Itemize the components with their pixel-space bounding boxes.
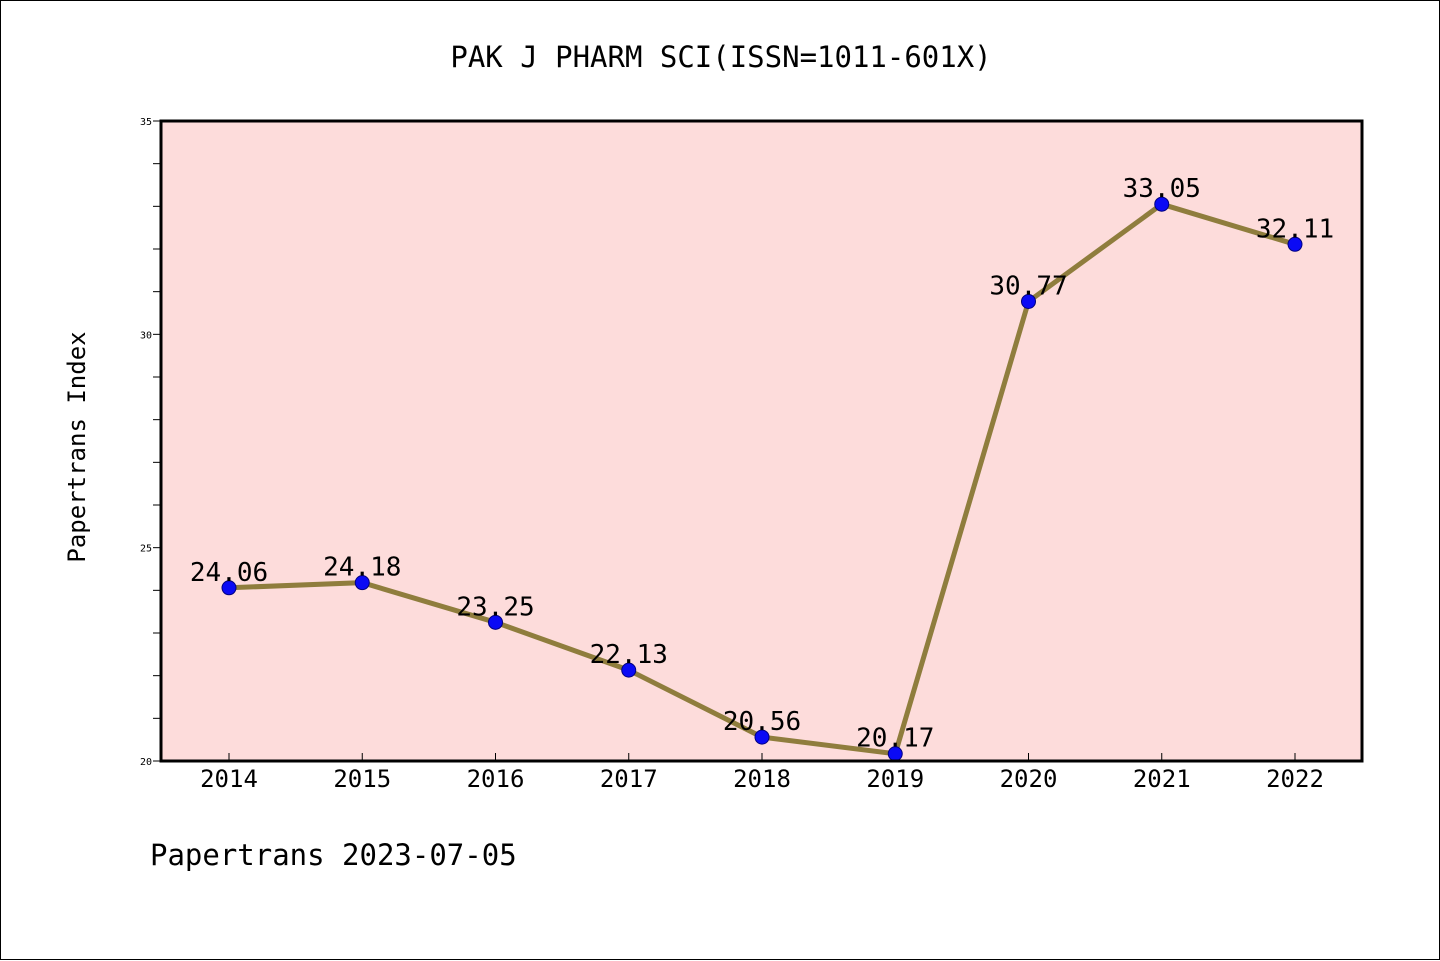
data-label: 24.06 [190,558,268,588]
y-tick-label: 20 [140,757,152,768]
y-axis: 20 25 30 35 [140,117,161,768]
data-point [354,575,370,591]
x-tick-label: 2015 [333,765,391,793]
x-tick-label: 2020 [1000,765,1058,793]
x-tick-label: 2021 [1133,765,1191,793]
data-label: 30.77 [989,271,1067,301]
y-tick-label: 25 [140,544,152,555]
x-tick-label: 2022 [1266,765,1324,793]
data-point [1287,236,1303,252]
data-point [488,614,503,630]
data-label: 24.18 [323,553,401,583]
series-group: 24.06 24.18 23.25 22.13 20.56 20.17 30.77 33.05… [190,174,1334,762]
y-tick-label: 35 [140,117,152,128]
data-point [1021,293,1036,309]
x-axis: 2014 2015 2016 2017 2018 2019 2020 2021 2022 [200,753,1324,793]
data-label: 20.17 [856,724,934,754]
data-label: 33.05 [1123,174,1201,204]
data-label: 22.13 [590,640,668,670]
data-point [221,580,237,596]
chart-title: PAK J PHARM SCI(ISSN=1011-601X) [450,40,991,74]
data-label: 23.25 [456,592,534,622]
x-tick-label: 2018 [733,765,791,793]
data-point [754,729,770,745]
x-tick-label: 2016 [467,765,525,793]
data-point [1154,196,1170,212]
plot-area [161,121,1362,761]
data-point [621,662,637,678]
data-label: 20.56 [723,707,801,737]
x-tick-label: 2014 [200,765,258,793]
y-axis-label: Papertrans Index [63,331,91,562]
footer-text: Papertrans 2023-07-05 [150,838,517,872]
data-label: 32.11 [1256,214,1334,244]
plot-border [159,119,1364,763]
x-tick-label: 2017 [600,765,658,793]
x-tick-label: 2019 [866,765,924,793]
y-tick-label: 30 [140,330,152,341]
